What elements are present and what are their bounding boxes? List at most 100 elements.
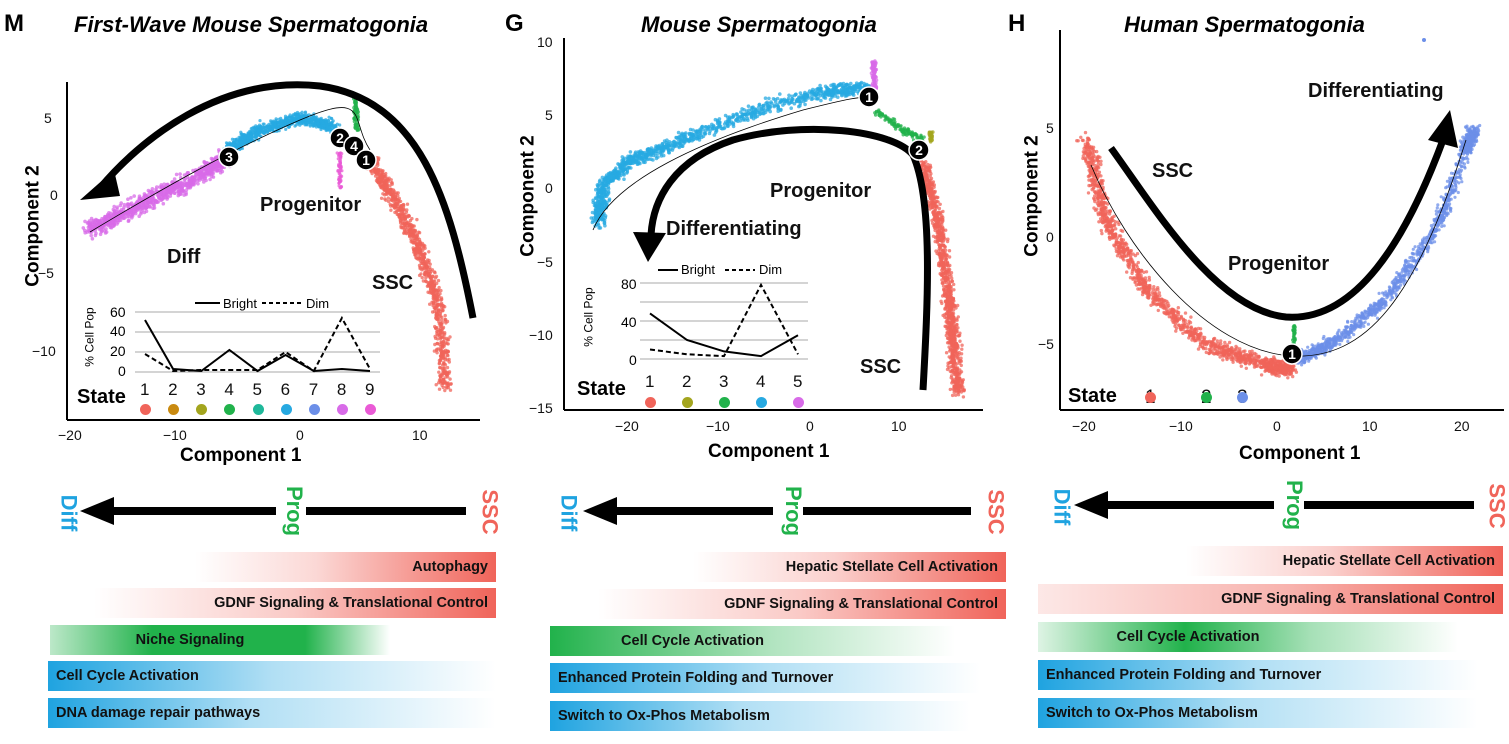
cell-point bbox=[383, 197, 387, 201]
state-color-dot bbox=[224, 404, 236, 415]
cell-point bbox=[190, 175, 194, 180]
cell-point bbox=[214, 162, 218, 167]
cell-point bbox=[603, 176, 608, 181]
cell-point bbox=[105, 214, 110, 218]
cell-point bbox=[436, 302, 440, 306]
cell-point bbox=[956, 390, 960, 395]
cell-point bbox=[123, 215, 127, 220]
cell-point bbox=[409, 237, 413, 241]
cell-point bbox=[877, 112, 881, 116]
cell-point bbox=[802, 96, 807, 100]
cell-point bbox=[776, 104, 780, 109]
cell-point bbox=[839, 88, 844, 93]
cell-point bbox=[443, 388, 447, 393]
cell-point bbox=[892, 121, 897, 126]
cell-point bbox=[596, 183, 601, 188]
cell-point bbox=[933, 226, 937, 230]
cell-point bbox=[240, 143, 244, 147]
cell-point bbox=[428, 291, 432, 295]
cell-point bbox=[701, 134, 706, 139]
inset-y-tick: 60 bbox=[110, 304, 126, 320]
cell-point bbox=[418, 266, 422, 271]
cell-point bbox=[890, 122, 894, 126]
cell-point bbox=[855, 85, 860, 89]
cell-point bbox=[141, 203, 145, 207]
cell-point bbox=[142, 210, 147, 215]
cell-point bbox=[418, 257, 422, 261]
cell-point bbox=[812, 93, 817, 97]
cell-point bbox=[435, 315, 439, 320]
cell-point bbox=[157, 196, 161, 200]
cell-point bbox=[300, 120, 304, 124]
cell-point bbox=[628, 154, 632, 159]
cell-point bbox=[386, 196, 390, 200]
cell-point bbox=[411, 248, 416, 252]
cell-point bbox=[439, 331, 443, 335]
cell-point bbox=[625, 159, 630, 163]
cell-point bbox=[778, 100, 782, 105]
cell-point bbox=[146, 200, 150, 205]
cell-point bbox=[693, 129, 698, 134]
cell-point bbox=[599, 196, 604, 201]
state-number: 8 bbox=[336, 380, 347, 399]
cell-point bbox=[280, 122, 284, 126]
cell-point bbox=[287, 125, 292, 129]
cell-point bbox=[442, 337, 447, 341]
cell-point bbox=[386, 199, 391, 204]
cell-point bbox=[756, 105, 761, 110]
cell-point bbox=[959, 352, 964, 356]
cell-point bbox=[431, 302, 436, 306]
cell-point bbox=[428, 262, 432, 266]
cell-point bbox=[184, 188, 189, 192]
cell-point bbox=[438, 376, 443, 380]
cell-point bbox=[276, 124, 280, 128]
cell-point bbox=[892, 117, 897, 122]
cell-point bbox=[888, 119, 893, 123]
cell-point bbox=[707, 127, 711, 131]
cell-point bbox=[695, 136, 700, 141]
cell-point bbox=[929, 137, 933, 142]
cell-point bbox=[901, 133, 905, 137]
cell-point bbox=[353, 106, 358, 110]
cell-point bbox=[189, 178, 193, 182]
cell-point bbox=[940, 214, 944, 218]
cell-point bbox=[659, 152, 663, 156]
cell-point bbox=[683, 140, 687, 144]
cell-point bbox=[944, 258, 948, 262]
cell-point bbox=[113, 209, 117, 213]
cell-point bbox=[441, 340, 445, 344]
cell-point bbox=[600, 216, 605, 221]
cell-point bbox=[389, 178, 393, 182]
axis-label-diff: Diff bbox=[56, 494, 82, 532]
panel-title: First-Wave Mouse Spermatogonia bbox=[74, 12, 429, 37]
cell-point bbox=[627, 165, 631, 170]
inset-y-tick: 40 bbox=[110, 323, 126, 339]
cell-point bbox=[618, 164, 622, 168]
cell-point bbox=[929, 172, 933, 176]
cell-point bbox=[248, 136, 253, 140]
cell-point bbox=[416, 230, 421, 234]
cell-point bbox=[274, 118, 278, 123]
cell-point bbox=[746, 111, 750, 115]
cell-point bbox=[210, 157, 215, 161]
cell-point bbox=[423, 272, 427, 276]
cell-point bbox=[855, 89, 859, 94]
cell-point bbox=[228, 141, 232, 145]
cell-point bbox=[960, 347, 964, 351]
cell-point bbox=[836, 95, 840, 99]
cell-point bbox=[778, 92, 782, 96]
cell-point bbox=[717, 117, 722, 121]
cell-point bbox=[337, 171, 341, 176]
cell-point bbox=[431, 274, 435, 279]
cell-cloud bbox=[869, 59, 879, 92]
cell-point bbox=[195, 176, 199, 181]
cell-point bbox=[801, 99, 806, 104]
cell-point bbox=[306, 117, 310, 121]
cell-point bbox=[651, 158, 655, 162]
cell-point bbox=[944, 351, 949, 355]
cell-cloud bbox=[335, 151, 344, 190]
cell-point bbox=[763, 96, 768, 100]
cell-point bbox=[806, 91, 810, 96]
cell-point bbox=[340, 152, 344, 156]
cell-point bbox=[941, 209, 945, 214]
